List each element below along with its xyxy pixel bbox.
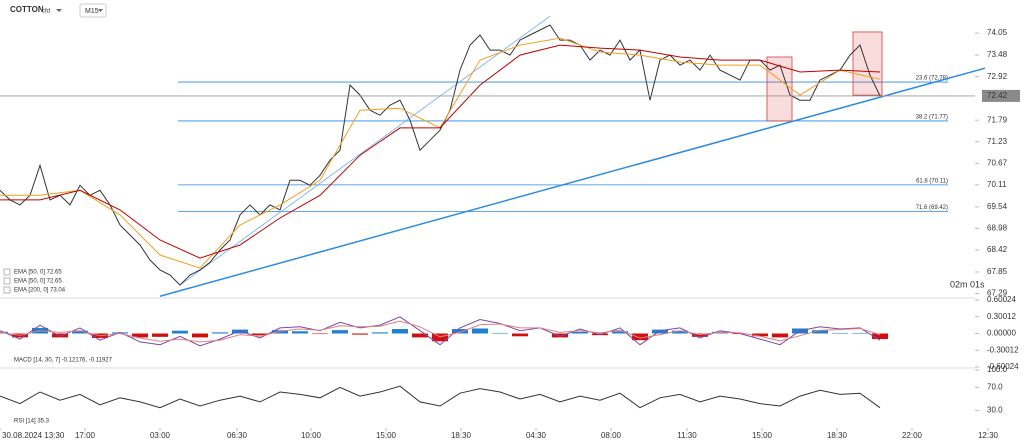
- y-tick-label: 73.48: [987, 50, 1008, 59]
- x-tick-label: 17:00: [75, 431, 96, 440]
- legend-label: EMA [200, 0] 73.04: [14, 288, 66, 294]
- x-tick-label: 08:00: [601, 431, 622, 440]
- instrument-type: cfd: [42, 9, 50, 15]
- histogram-bar: [152, 333, 168, 337]
- histogram-bar: [512, 333, 528, 337]
- histogram-bar: [72, 330, 88, 334]
- x-tick-label: 15:00: [376, 431, 397, 440]
- countdown: 02m 01s: [950, 279, 985, 289]
- x-tick-label: 06:30: [227, 431, 248, 440]
- y-tick-label: 72.92: [987, 72, 1008, 81]
- series-line: [0, 320, 881, 343]
- legend-label: EMA [50, 0] 72.65: [14, 270, 62, 276]
- histogram-bar: [292, 331, 308, 334]
- histogram-bar: [232, 329, 248, 334]
- histogram-bar: [872, 333, 888, 340]
- x-tick-label: 30.08.2024 13:30: [2, 431, 65, 440]
- histogram-bar: [192, 333, 208, 338]
- histogram-bar: [312, 333, 328, 335]
- histogram-bar: [432, 333, 448, 342]
- x-tick-label: 11:30: [677, 431, 697, 440]
- series-line: [0, 44, 881, 259]
- panel-title: MACD [14, 30, 7] -0.12176, -0.11927: [14, 358, 113, 364]
- histogram-bar: [352, 333, 368, 335]
- legend-label: EMA [50, 0] 72.65: [14, 279, 62, 285]
- histogram-bar: [652, 329, 668, 334]
- last-price-label: 72.42: [987, 91, 1008, 100]
- period-arrow: [98, 9, 103, 12]
- x-tick-label: 22:00: [902, 431, 923, 440]
- histogram-bar: [692, 333, 708, 337]
- x-tick-label: 18:30: [451, 431, 472, 440]
- histogram-bar: [572, 331, 588, 334]
- histogram-bar: [452, 329, 468, 334]
- histogram-bar: [612, 331, 628, 334]
- y-tick-label: 0.00000: [987, 329, 1016, 338]
- panel-title: RSI [14] 35.3: [14, 419, 50, 425]
- histogram-bar: [752, 333, 768, 337]
- y-tick-label: 71.23: [987, 137, 1008, 146]
- y-tick-label: 0.60024: [987, 295, 1016, 304]
- histogram-bar: [772, 333, 788, 338]
- y-tick-label: 67.85: [987, 267, 1008, 276]
- x-tick-label: 10:00: [301, 431, 322, 440]
- dropdown-arrow[interactable]: [56, 9, 62, 12]
- histogram-bar: [852, 332, 868, 334]
- y-tick-label: 0.30012: [987, 312, 1016, 321]
- period[interactable]: M15: [85, 8, 99, 15]
- x-tick-label: 03:00: [150, 431, 171, 440]
- histogram-bar: [272, 330, 288, 334]
- fib-label: 38.2 (71.77): [916, 115, 948, 121]
- histogram-bar: [672, 330, 688, 334]
- y-tick-label: 70.67: [987, 158, 1008, 167]
- histogram-bar: [132, 333, 148, 338]
- legend-icon: [3, 286, 11, 294]
- y-tick-label: 74.05: [987, 28, 1008, 37]
- legend-icon: [3, 268, 11, 276]
- trendline: [159, 67, 986, 297]
- period-box[interactable]: [79, 3, 107, 18]
- series-line: [0, 385, 881, 409]
- histogram-bar: [832, 332, 848, 334]
- fib-label: 23.6 (72.78): [916, 76, 948, 82]
- y-tick-label: 68.42: [987, 245, 1008, 254]
- legend-icon: [3, 277, 11, 285]
- histogram-bar: [392, 329, 408, 334]
- y-tick-label: 71.79: [987, 115, 1008, 124]
- fib-label: 61.8 (70.11): [916, 178, 948, 184]
- x-tick-label: 12:30: [978, 431, 999, 440]
- trendline: [179, 15, 551, 286]
- y-tick-label: 69.54: [987, 202, 1008, 211]
- histogram-bar: [472, 328, 488, 334]
- fib-label: 71.6 (69.42): [916, 205, 948, 211]
- y-tick-label: 70.11: [987, 180, 1007, 189]
- histogram-bar: [332, 330, 348, 334]
- histogram-bar: [412, 333, 428, 338]
- y-tick-label: 70.0: [987, 383, 1003, 392]
- histogram-bar: [252, 333, 268, 336]
- histogram-bar: [492, 332, 508, 334]
- histogram-bar: [812, 330, 828, 334]
- x-tick-label: 15:00: [752, 431, 773, 440]
- histogram-bar: [372, 332, 388, 334]
- x-tick-label: 04:30: [526, 431, 547, 440]
- series-line: [0, 24, 881, 286]
- histogram-bar: [632, 333, 648, 341]
- histogram-bar: [172, 330, 188, 334]
- histogram-bar: [552, 333, 568, 338]
- instrument: COTTON: [10, 5, 44, 14]
- y-tick-label: 30.0: [987, 406, 1003, 415]
- y-tick-label: -0.30012: [987, 345, 1019, 354]
- histogram-bar: [52, 333, 68, 338]
- histogram-bar: [212, 332, 228, 334]
- y-tick-label: -0.60024: [987, 362, 1019, 371]
- x-tick-label: 18:30: [827, 431, 848, 440]
- y-tick-label: 68.98: [987, 224, 1008, 233]
- y-tick-label: 100.0: [987, 365, 1008, 374]
- y-tick-label: 67.29: [987, 289, 1008, 298]
- last-price-tag: [982, 89, 1020, 102]
- highlight-box: [852, 31, 883, 96]
